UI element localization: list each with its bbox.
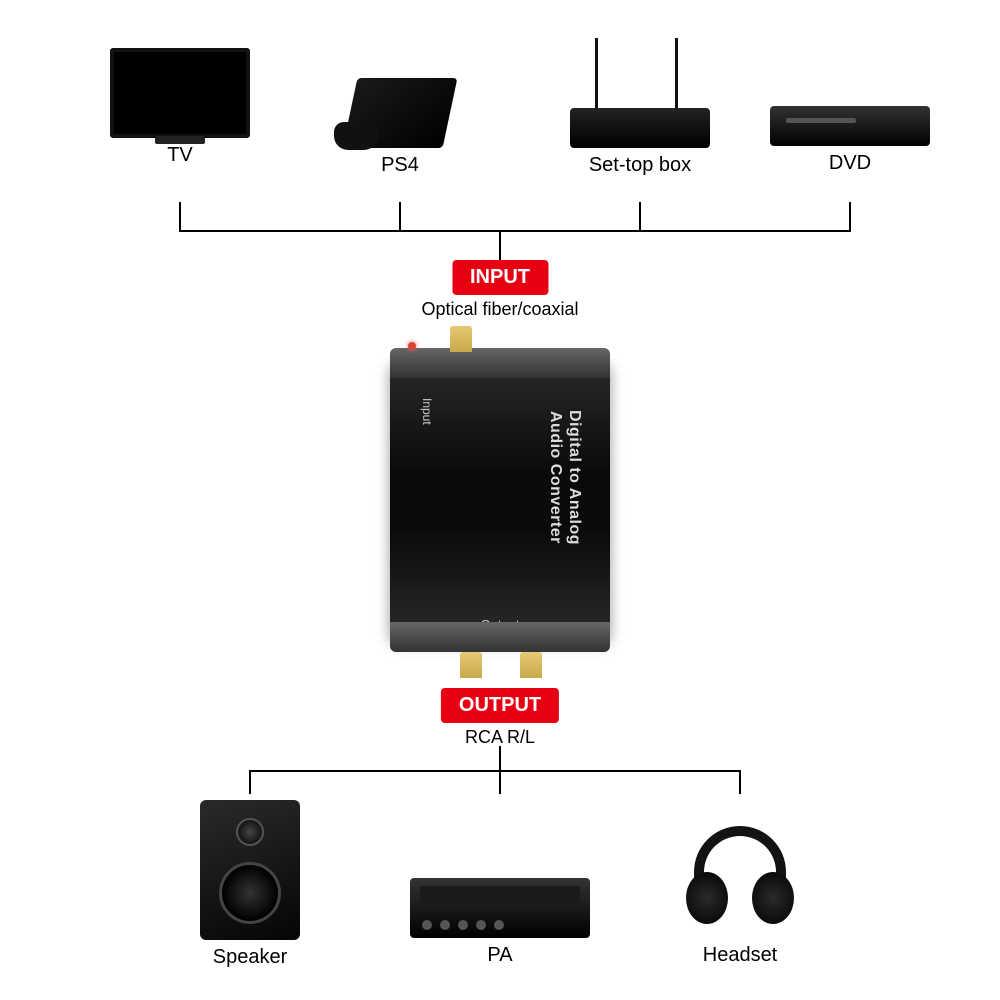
device-label-headset: Headset xyxy=(703,944,778,967)
device-label-stb: Set-top box xyxy=(589,154,691,177)
output-drop-speaker xyxy=(249,770,251,794)
device-pa: PA xyxy=(410,878,590,967)
input-drop-tv xyxy=(179,202,181,230)
device-stb: Set-top box xyxy=(565,48,715,177)
input-drop-ps4 xyxy=(399,202,401,230)
device-headset: Headset xyxy=(680,818,800,967)
converter-led-icon xyxy=(408,342,416,350)
output-bus-line xyxy=(249,770,741,772)
speaker-icon xyxy=(200,800,300,940)
input-sublabel: Optical fiber/coaxial xyxy=(421,299,578,320)
device-label-pa: PA xyxy=(487,944,512,967)
set-top-box-icon xyxy=(565,48,715,148)
dvd-icon xyxy=(770,106,930,146)
converter-title-line2: Audio Converter xyxy=(547,411,564,544)
output-center-drop xyxy=(499,746,501,770)
device-label-tv: TV xyxy=(167,144,193,167)
output-badge-block: OUTPUT RCA R/L xyxy=(441,688,559,748)
headset-icon xyxy=(680,818,800,938)
converter-input-jack-icon xyxy=(450,326,472,352)
input-badge-block: INPUT Optical fiber/coaxial xyxy=(421,260,578,320)
input-drop-dvd xyxy=(849,202,851,230)
input-drop-stb xyxy=(639,202,641,230)
converter-input-label: Input xyxy=(420,398,434,425)
device-tv: TV xyxy=(110,48,250,167)
ps4-icon xyxy=(340,48,460,148)
output-sublabel: RCA R/L xyxy=(441,727,559,748)
converter-bottom-edge xyxy=(390,622,610,652)
output-badge: OUTPUT xyxy=(441,688,559,723)
device-label-dvd: DVD xyxy=(829,152,871,175)
device-dvd: DVD xyxy=(770,106,930,175)
converter-device: Input Digital to Analog Audio Converter … xyxy=(390,360,610,640)
device-ps4: PS4 xyxy=(340,48,460,177)
input-center-drop xyxy=(499,230,501,260)
input-bus-line xyxy=(179,230,851,232)
device-speaker: Speaker xyxy=(200,800,300,969)
pa-amplifier-icon xyxy=(410,878,590,938)
output-drop-headset xyxy=(739,770,741,794)
output-drop-pa xyxy=(499,770,501,794)
converter-title: Digital to Analog Audio Converter xyxy=(546,410,584,545)
converter-title-line1: Digital to Analog xyxy=(566,410,583,545)
device-label-ps4: PS4 xyxy=(381,154,419,177)
converter-top-edge xyxy=(390,348,610,378)
input-badge: INPUT xyxy=(452,260,548,295)
device-label-speaker: Speaker xyxy=(213,946,288,969)
tv-icon xyxy=(110,48,250,138)
converter-output-jack-r-icon xyxy=(520,652,542,678)
converter-body: Input Digital to Analog Audio Converter … xyxy=(390,360,610,640)
converter-output-jack-l-icon xyxy=(460,652,482,678)
